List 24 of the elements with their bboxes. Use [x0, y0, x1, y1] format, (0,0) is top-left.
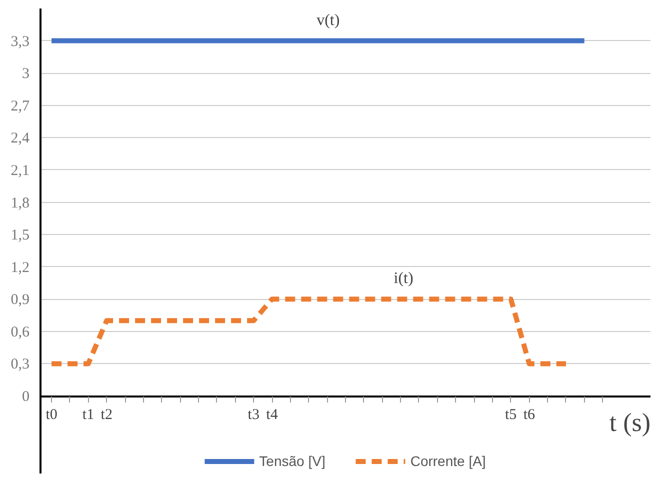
legend-label: Corrente [A]	[410, 453, 486, 469]
y-tick-label: 0,3	[10, 356, 30, 373]
x-tick-label: t5	[505, 407, 517, 423]
y-tick-label: 0	[22, 389, 30, 405]
x-tick-label: t4	[266, 407, 278, 423]
annotation: i(t)	[394, 270, 414, 288]
x-tick-label: t0	[46, 407, 58, 423]
annotation: v(t)	[316, 12, 340, 29]
y-tick-label: 1,5	[10, 228, 30, 244]
x-tick-label: t3	[248, 407, 260, 423]
y-tick-label: 3	[22, 66, 30, 82]
y-tick-label: 2,4	[10, 130, 30, 147]
y-tick-label: 0,6	[10, 324, 30, 340]
y-tick-label: 1,8	[10, 195, 30, 212]
legend-label: Tensão [V]	[259, 453, 326, 469]
x-tick-label: t1	[82, 407, 94, 423]
y-tick-label: 1,2	[10, 260, 30, 276]
x-tick-label: t2	[100, 407, 112, 423]
y-tick-label: 0,9	[10, 292, 30, 308]
x-tick-label: t6	[523, 407, 536, 423]
y-tick-label: 2,1	[10, 162, 30, 179]
x-axis-title: t (s)	[609, 408, 651, 437]
y-tick-label: 3,3	[10, 34, 30, 50]
y-tick-label: 2,7	[10, 98, 30, 114]
